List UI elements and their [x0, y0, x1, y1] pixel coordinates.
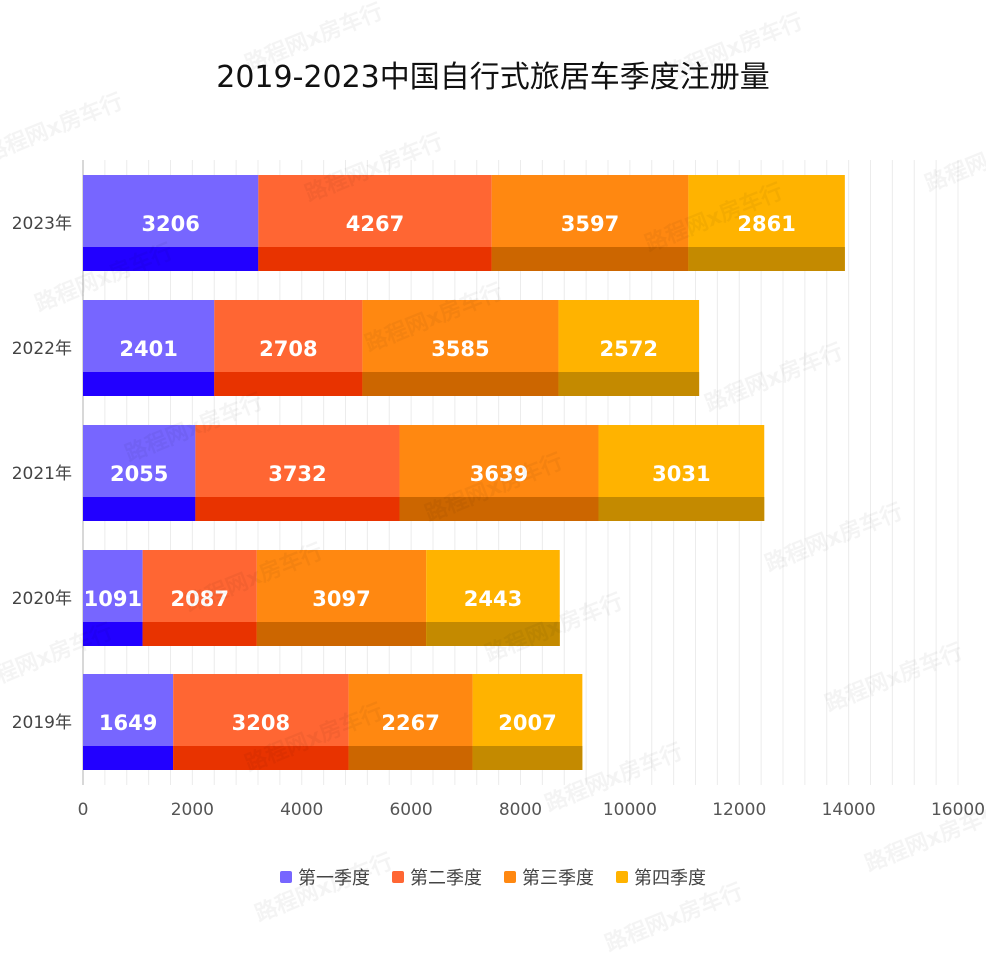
legend-label: 第一季度 [298, 868, 370, 889]
bar-segment-shade [598, 497, 765, 521]
bar-segment-shade [214, 372, 363, 396]
data-label: 2401 [119, 337, 177, 361]
x-tick-label: 6000 [389, 800, 432, 820]
bar-segment-shade [348, 746, 473, 770]
data-label: 3206 [141, 212, 199, 236]
data-label: 3732 [268, 462, 326, 486]
legend-item[interactable]: 第三季度 [504, 864, 594, 890]
bar-segment-shade [362, 372, 559, 396]
legend-label: 第三季度 [522, 868, 594, 889]
bar-segment-shade [195, 497, 400, 521]
y-tick-label: 2019年 [12, 713, 72, 733]
bar-segment-shade [173, 746, 349, 770]
data-label: 2443 [464, 587, 522, 611]
bar-segment-shade [399, 497, 599, 521]
data-label: 3639 [470, 462, 528, 486]
data-label: 3097 [312, 587, 370, 611]
legend: 第一季度 第二季度 第三季度 第四季度 [0, 864, 986, 890]
y-tick-label: 2022年 [12, 339, 72, 359]
x-tick-label: 4000 [280, 800, 323, 820]
bar-segment-shade [142, 622, 257, 646]
x-tick-label: 10000 [603, 800, 657, 820]
y-tick-label: 2020年 [12, 589, 72, 609]
legend-label: 第二季度 [410, 868, 482, 889]
data-label: 2007 [498, 711, 556, 735]
data-label: 1091 [84, 587, 142, 611]
data-label: 2055 [110, 462, 168, 486]
legend-swatch [616, 871, 628, 883]
x-tick-label: 0 [78, 800, 89, 820]
data-label: 2861 [737, 212, 795, 236]
data-label: 2708 [259, 337, 317, 361]
data-label: 1649 [99, 711, 157, 735]
data-label: 3585 [431, 337, 489, 361]
data-label: 3031 [652, 462, 710, 486]
bar-segment-shade [83, 372, 215, 396]
bar-segment-shade [83, 746, 174, 770]
bar-segment-shade [426, 622, 560, 646]
data-label: 4267 [346, 212, 404, 236]
x-tick-label: 2000 [171, 800, 214, 820]
legend-item[interactable]: 第一季度 [280, 864, 370, 890]
bar-segment-shade [256, 622, 427, 646]
bar-segment-shade [558, 372, 700, 396]
y-tick-label: 2021年 [12, 464, 72, 484]
legend-label: 第四季度 [634, 868, 706, 889]
data-label: 2572 [600, 337, 658, 361]
data-label: 2087 [171, 587, 229, 611]
bar-segment-shade [83, 247, 259, 271]
legend-swatch [504, 871, 516, 883]
x-tick-label: 12000 [712, 800, 766, 820]
data-label: 3208 [232, 711, 290, 735]
bar-segment-shade [688, 247, 845, 271]
legend-item[interactable]: 第四季度 [616, 864, 706, 890]
data-label: 2267 [381, 711, 439, 735]
legend-swatch [392, 871, 404, 883]
bar-segment-shade [258, 247, 492, 271]
x-tick-label: 14000 [822, 800, 876, 820]
bar-segment-shade [472, 746, 583, 770]
legend-swatch [280, 871, 292, 883]
data-label: 3597 [561, 212, 619, 236]
bar-segment-shade [491, 247, 689, 271]
bar-segment-shade [83, 622, 143, 646]
bar-segment-shade [83, 497, 196, 521]
x-tick-label: 8000 [499, 800, 542, 820]
y-tick-label: 2023年 [12, 214, 72, 234]
legend-item[interactable]: 第二季度 [392, 864, 482, 890]
x-tick-label: 16000 [931, 800, 985, 820]
chart-title: 2019-2023中国自行式旅居车季度注册量 [216, 60, 770, 95]
